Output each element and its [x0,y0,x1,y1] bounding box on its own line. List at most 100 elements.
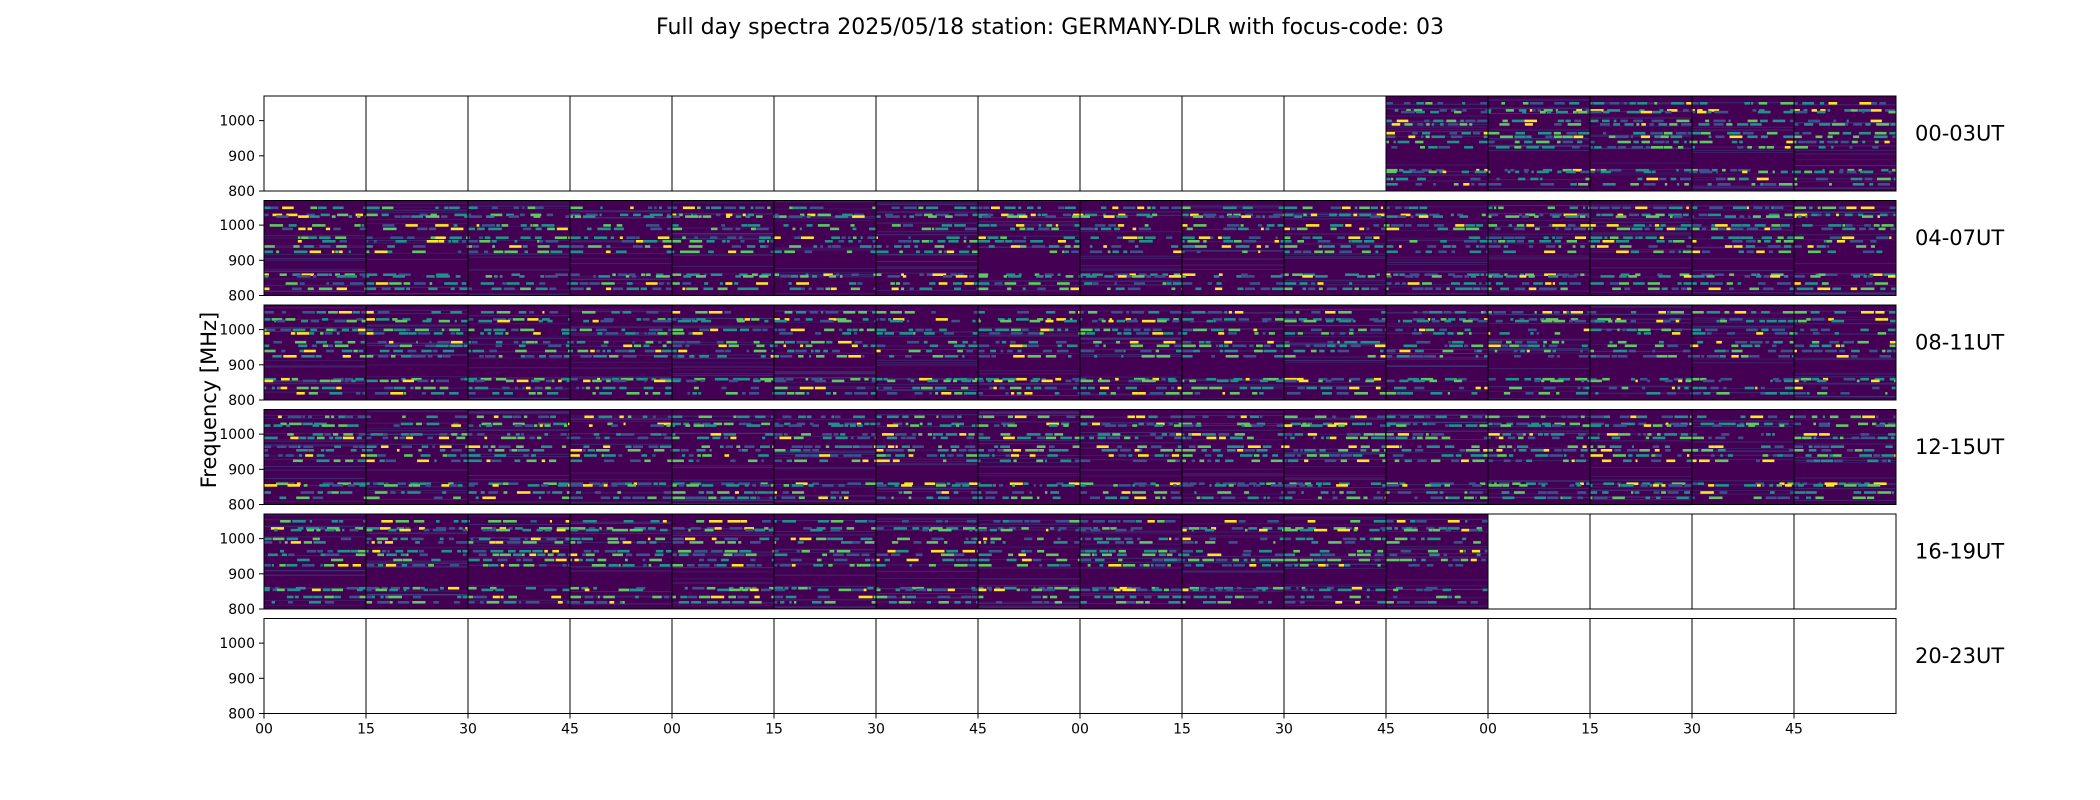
emission-segment [1690,415,1692,419]
noise-line [1080,257,1182,259]
emission-segment [423,386,436,390]
emission-segment [1425,484,1431,487]
emission-segment [1843,377,1856,381]
emission-segment [1386,250,1398,254]
emission-segment [1828,102,1838,105]
emission-segment [1330,224,1344,227]
emission-segment [264,424,271,427]
emission-segment [1418,215,1429,218]
emission-segment [1415,213,1428,217]
emission-segment [698,415,712,419]
emission-segment [1370,206,1378,210]
emission-segment [833,392,837,395]
emission-segment [1199,344,1212,348]
emission-segment [795,392,805,395]
emission-segment [1019,227,1026,231]
emission-segment [1509,344,1519,348]
emission-segment [570,482,584,485]
emission-segment [747,459,758,463]
emission-segment [555,273,568,276]
noise-line [1284,360,1386,362]
emission-segment [602,386,616,390]
noise-line [978,217,1080,219]
emission-segment [1111,311,1123,314]
emission-segment [968,449,977,452]
emission-segment [1198,482,1205,485]
noise-line [366,324,468,326]
emission-segment [1862,140,1866,144]
emission-segment [733,415,737,419]
empty-panel [876,96,978,191]
emission-segment [539,240,544,243]
emission-segment [336,332,340,335]
emission-segment [331,215,336,218]
emission-segment [1297,386,1306,390]
spectrum-panel [1386,96,1488,191]
emission-segment [376,318,390,321]
emission-segment [1562,275,1567,278]
emission-segment [1875,318,1883,321]
emission-segment [1449,344,1463,348]
noise-line [1080,280,1182,282]
emission-segment [1874,282,1889,285]
emission-segment [491,206,498,210]
emission-segment [1056,349,1069,353]
emission-segment [1683,213,1689,217]
emission-segment [1007,424,1017,427]
emission-segment [1853,135,1860,139]
emission-segment [1797,215,1802,218]
noise-line [570,367,672,369]
emission-segment [1080,318,1083,321]
emission-segment [1772,170,1775,174]
emission-segment [1862,110,1865,114]
emission-segment [290,436,299,440]
emission-segment [1583,328,1590,332]
emission-segment [686,273,700,276]
emission-segment [1552,215,1560,218]
emission-segment [512,318,525,321]
emission-segment [1318,377,1328,381]
emission-segment [349,282,364,285]
emission-segment [873,245,876,248]
noise-line [264,330,366,332]
emission-segment [374,491,388,494]
emission-segment [672,250,675,254]
emission-segment [281,377,290,381]
emission-segment [521,340,525,344]
emission-segment [1435,415,1447,419]
emission-segment [1002,377,1016,381]
spectrum-panel [1080,200,1182,296]
emission-segment [1228,484,1234,487]
emission-segment [1540,318,1545,321]
noise-line [264,270,366,272]
emission-segment [1284,454,1295,457]
emission-segment [1480,110,1488,114]
emission-segment [325,227,331,231]
emission-segment [1320,491,1329,494]
emission-segment [1050,491,1060,494]
emission-segment [944,355,959,358]
noise-line [1386,430,1488,432]
emission-segment [978,379,984,383]
emission-segment [1182,206,1191,210]
emission-segment [625,332,636,335]
emission-segment [524,250,528,254]
emission-segment [477,433,485,436]
noise-line [876,491,978,493]
emission-segment [1001,340,1007,344]
noise-line [366,286,468,288]
emission-segment [1840,140,1849,144]
emission-segment [1697,110,1707,114]
emission-segment [666,213,670,217]
emission-segment [1173,273,1181,276]
noise-line [1692,326,1794,328]
emission-segment [1580,449,1588,452]
emission-segment [450,287,455,291]
emission-segment [441,328,445,332]
emission-segment [806,224,813,227]
emission-segment [404,454,413,457]
emission-segment [620,213,629,217]
emission-segment [978,454,990,457]
emission-segment [1046,318,1051,321]
emission-segment [488,227,502,231]
